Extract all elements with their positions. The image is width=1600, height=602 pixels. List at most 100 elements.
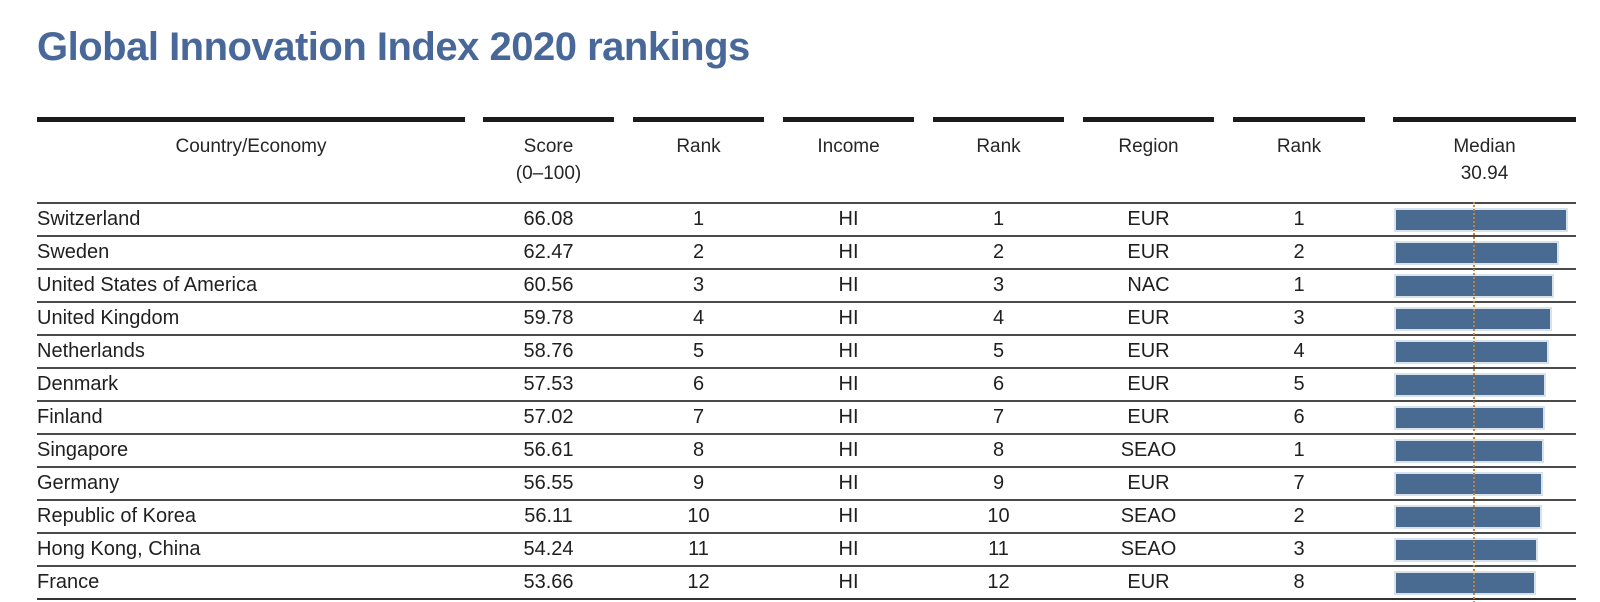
region-cell: EUR [1127,307,1170,329]
income-cell: HI [838,208,859,230]
income-rank-cell: 5 [992,340,1005,362]
region-rank-cell: 2 [1293,505,1305,527]
income-cell: HI [838,241,859,263]
score-cell: 66.08 [523,208,574,230]
score-rank-cell: 8 [692,439,705,461]
region-cell: EUR [1127,373,1170,395]
header-rule [783,117,914,122]
header-label: Rank [1276,136,1322,157]
header-region: Region [1083,117,1233,202]
income-cell: HI [838,340,859,362]
score-rank-cell: 10 [687,505,710,527]
table-row: Singapore 56.61 8 HI 8 SEAO 1 [37,433,1576,466]
header-label: Score [523,136,574,157]
country-cell: United States of America [37,274,258,296]
region-cell: SEAO [1120,538,1177,560]
region-cell: EUR [1127,208,1170,230]
country-cell: France [37,571,100,593]
score-cell: 53.66 [523,571,574,593]
header-income: Income [783,117,933,202]
income-cell: HI [838,538,859,560]
country-cell: Switzerland [37,208,141,230]
score-cell: 56.11 [524,505,573,527]
score-bar [1396,209,1566,230]
country-cell: Singapore [37,439,129,461]
region-rank-cell: 3 [1293,307,1305,329]
income-cell: HI [838,571,859,593]
score-bar-cell [1393,468,1576,499]
header-rule [483,117,614,122]
income-cell: HI [838,505,859,527]
score-cell: 56.55 [523,472,574,494]
region-rank-cell: 1 [1293,439,1305,461]
score-cell: 59.78 [523,307,574,329]
region-rank-cell: 2 [1293,241,1305,263]
header-region-rank: Rank [1233,117,1393,202]
score-bar-cell [1393,534,1576,565]
header-country: Country/Economy [37,117,483,202]
score-bar [1396,407,1543,428]
header-label: Rank [676,136,721,157]
region-cell: EUR [1127,241,1170,263]
region-cell: EUR [1127,340,1170,362]
score-cell: 58.76 [523,340,574,362]
region-rank-cell: 6 [1293,406,1305,428]
header-label: Median [1453,136,1516,157]
income-cell: HI [838,472,859,494]
score-cell: 56.61 [523,439,574,461]
score-bar-cell [1393,336,1576,367]
country-cell: Netherlands [37,340,145,362]
income-rank-cell: 9 [992,472,1005,494]
table-row: Sweden 62.47 2 HI 2 EUR 2 [37,235,1576,268]
header-sublabel: 30.94 [1460,163,1509,184]
country-cell: Germany [37,472,120,494]
score-bar [1396,539,1536,560]
region-cell: EUR [1127,571,1170,593]
table-row: United Kingdom 59.78 4 HI 4 EUR 3 [37,301,1576,334]
header-score: Score (0–100) [483,117,633,202]
table-row: Germany 56.55 9 HI 9 EUR 7 [37,466,1576,499]
page-title: Global Innovation Index 2020 rankings [37,25,750,69]
region-cell: SEAO [1120,439,1177,461]
score-cell: 60.56 [523,274,574,296]
header-label: Region [1118,136,1179,157]
score-cell: 57.02 [523,406,574,428]
score-bar [1396,506,1541,527]
header-median: Median 30.94 [1393,117,1576,202]
score-bar-cell [1393,402,1576,433]
region-rank-cell: 1 [1293,274,1305,296]
score-rank-cell: 9 [692,472,705,494]
income-rank-cell: 2 [992,241,1005,263]
region-rank-cell: 4 [1293,340,1305,362]
score-bar [1396,572,1534,593]
score-rank-cell: 6 [692,373,705,395]
score-rank-cell: 12 [687,571,710,593]
region-cell: SEAO [1120,505,1177,527]
country-cell: Republic of Korea [37,505,196,527]
income-rank-cell: 12 [987,571,1010,593]
score-bar [1396,242,1557,263]
header-rule [933,117,1064,122]
score-rank-cell: 4 [692,307,705,329]
country-cell: United Kingdom [37,307,180,329]
score-cell: 57.53 [523,373,574,395]
score-bar [1396,341,1548,362]
score-bar-cell [1393,303,1576,334]
score-bar-cell [1393,369,1576,400]
region-rank-cell: 7 [1293,472,1305,494]
score-bar [1396,308,1550,329]
country-cell: Hong Kong, China [37,538,201,560]
score-bar-cell [1393,270,1576,301]
table-header-row: Country/Economy Score (0–100) Rank Incom… [37,117,1576,202]
income-rank-cell: 7 [992,406,1005,428]
table-row: United States of America 60.56 3 HI 3 NA… [37,268,1576,301]
table-row: Netherlands 58.76 5 HI 5 EUR 4 [37,334,1576,367]
region-rank-cell: 8 [1293,571,1305,593]
score-cell: 62.47 [523,241,574,263]
income-cell: HI [838,406,859,428]
table-row: Hong Kong, China 54.24 11 HI 11 SEAO 3 [37,532,1576,565]
country-cell: Sweden [37,241,110,263]
table-row: Republic of Korea 56.11 10 HI 10 SEAO 2 [37,499,1576,532]
score-bar-cell [1393,204,1576,235]
